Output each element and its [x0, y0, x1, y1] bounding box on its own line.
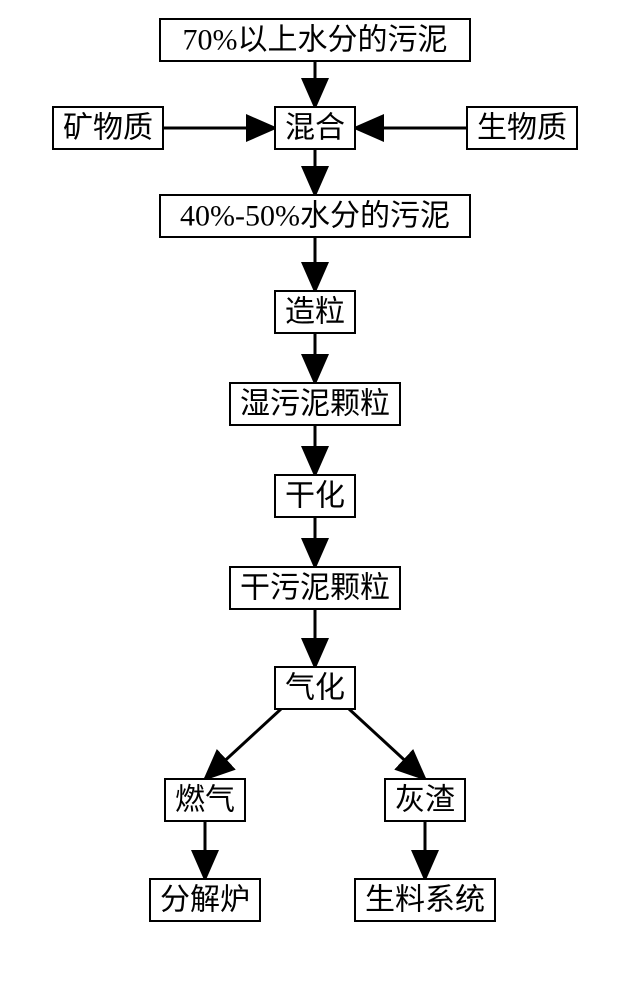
node-label: 混合: [285, 112, 345, 145]
flow-node: 灰渣: [385, 779, 465, 821]
node-label: 40%-50%水分的污泥: [180, 200, 450, 233]
flowchart-canvas: 70%以上水分的污泥混合 矿物质 生物质 40%-50%水分的污泥造粒湿污泥颗粒干化干…: [0, 0, 630, 1000]
flow-node: 分解炉: [150, 879, 260, 921]
flow-node: 干污泥颗粒: [230, 567, 400, 609]
node-label: 生物质: [477, 112, 567, 145]
node-label: 造粒: [285, 296, 345, 329]
flow-edge: [205, 709, 281, 779]
node-label: 分解炉: [160, 884, 250, 917]
flow-node: 燃气: [165, 779, 245, 821]
node-label: 灰渣: [395, 784, 455, 817]
flow-node: 70%以上水分的污泥: [160, 19, 470, 61]
node-label: 70%以上水分的污泥: [183, 24, 448, 57]
flow-node: 湿污泥颗粒: [230, 383, 400, 425]
flow-edge: [349, 709, 425, 779]
node-label: 矿物质: [63, 112, 153, 145]
node-label: 干污泥颗粒: [240, 572, 390, 605]
flow-node: 矿物质: [53, 107, 163, 149]
node-label: 燃气: [175, 784, 235, 817]
flow-node: 气化: [275, 667, 355, 709]
node-label: 湿污泥颗粒: [240, 388, 390, 421]
node-label: 气化: [285, 672, 345, 705]
node-label: 干化: [285, 480, 345, 513]
flow-node: 生料系统: [355, 879, 495, 921]
flow-node: 造粒: [275, 291, 355, 333]
flow-node: 干化: [275, 475, 355, 517]
node-label: 生料系统: [365, 884, 485, 917]
flow-node: 生物质: [467, 107, 577, 149]
flow-node: 40%-50%水分的污泥: [160, 195, 470, 237]
flow-node: 混合: [275, 107, 355, 149]
